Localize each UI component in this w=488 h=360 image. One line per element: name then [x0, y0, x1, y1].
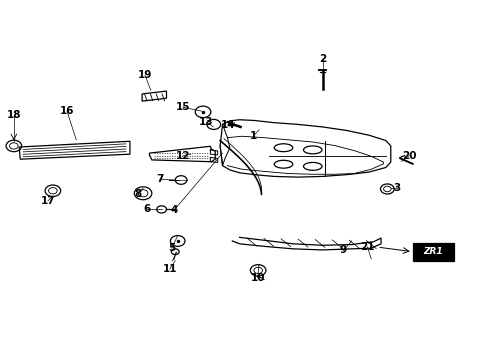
Text: 10: 10: [250, 273, 264, 283]
Text: ZR1: ZR1: [423, 247, 442, 256]
Text: 11: 11: [163, 264, 177, 274]
Text: 17: 17: [41, 196, 55, 206]
Text: 5: 5: [168, 243, 175, 253]
FancyBboxPatch shape: [412, 243, 453, 261]
Text: 16: 16: [60, 106, 74, 116]
Text: 8: 8: [134, 189, 142, 199]
Text: 19: 19: [138, 70, 152, 80]
Polygon shape: [232, 237, 380, 250]
Text: 20: 20: [401, 150, 416, 161]
Text: 7: 7: [156, 174, 163, 184]
Text: 18: 18: [7, 110, 21, 120]
Polygon shape: [210, 157, 217, 162]
Text: 4: 4: [170, 206, 177, 216]
Text: 21: 21: [359, 242, 374, 252]
Polygon shape: [210, 150, 217, 155]
Text: 9: 9: [339, 245, 346, 255]
Polygon shape: [220, 120, 390, 177]
Text: 1: 1: [249, 131, 256, 141]
Text: 3: 3: [393, 183, 400, 193]
Text: 15: 15: [176, 102, 190, 112]
Text: 12: 12: [176, 150, 190, 161]
Text: 13: 13: [199, 117, 213, 127]
Text: 6: 6: [143, 204, 150, 215]
Text: 14: 14: [220, 120, 235, 130]
Text: 2: 2: [318, 54, 325, 64]
